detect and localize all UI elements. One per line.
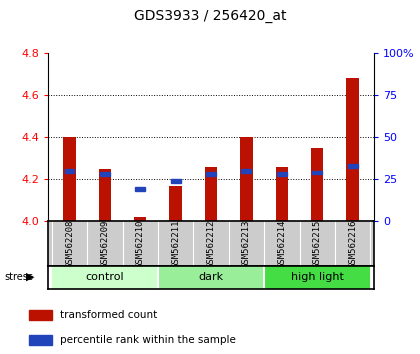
Text: GSM562215: GSM562215 [313, 219, 322, 268]
Text: GSM562210: GSM562210 [136, 219, 145, 268]
Text: transformed count: transformed count [60, 310, 157, 320]
Bar [158, 266, 264, 289]
Text: GSM562212: GSM562212 [207, 219, 215, 268]
Bar [241, 169, 252, 173]
Bar [134, 217, 147, 221]
Text: GSM562214: GSM562214 [277, 219, 286, 268]
Text: GSM562211: GSM562211 [171, 219, 180, 268]
Text: GSM562213: GSM562213 [242, 219, 251, 268]
Bar [63, 137, 76, 221]
Bar [206, 172, 216, 176]
Bar [264, 266, 370, 289]
Text: stress: stress [4, 272, 33, 282]
Bar [311, 148, 323, 221]
Text: GDS3933 / 256420_at: GDS3933 / 256420_at [134, 9, 286, 23]
Bar [276, 167, 288, 221]
Bar [99, 169, 111, 221]
Bar [65, 169, 74, 173]
Bar [312, 171, 322, 175]
Bar [170, 185, 182, 221]
Text: GSM562216: GSM562216 [348, 219, 357, 268]
Text: dark: dark [199, 272, 223, 282]
Text: GSM562208: GSM562208 [65, 219, 74, 268]
Bar [205, 167, 217, 221]
Bar [240, 137, 252, 221]
Bar [277, 172, 287, 176]
Text: ▶: ▶ [26, 272, 35, 282]
Bar [171, 179, 181, 183]
Bar [346, 78, 359, 221]
Bar [100, 172, 110, 176]
Text: control: control [86, 272, 124, 282]
Bar [52, 266, 158, 289]
Text: high light: high light [291, 272, 344, 282]
Text: percentile rank within the sample: percentile rank within the sample [60, 335, 236, 345]
Bar [348, 164, 357, 168]
Text: GSM562209: GSM562209 [100, 219, 109, 268]
Bar [29, 335, 52, 345]
Bar [29, 310, 52, 320]
Bar [135, 187, 145, 191]
